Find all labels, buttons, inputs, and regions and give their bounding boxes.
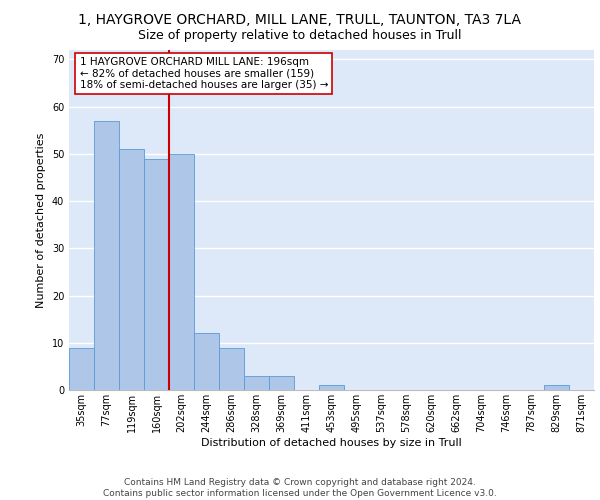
Bar (69, 348, 94, 390)
Text: 1 HAYGROVE ORCHARD MILL LANE: 196sqm
← 82% of detached houses are smaller (159)
: 1 HAYGROVE ORCHARD MILL LANE: 196sqm ← 8… (79, 57, 328, 90)
Bar (194, 334, 219, 390)
Bar (169, 154, 194, 390)
Y-axis label: Number of detached properties: Number of detached properties (36, 132, 46, 308)
Bar (244, 376, 269, 390)
Bar (544, 386, 569, 390)
Text: Size of property relative to detached houses in Trull: Size of property relative to detached ho… (138, 29, 462, 42)
Bar (94, 121, 119, 390)
Text: 1, HAYGROVE ORCHARD, MILL LANE, TRULL, TAUNTON, TA3 7LA: 1, HAYGROVE ORCHARD, MILL LANE, TRULL, T… (79, 12, 521, 26)
Bar (219, 348, 244, 390)
Bar (269, 376, 294, 390)
Bar (319, 386, 344, 390)
Bar (144, 158, 169, 390)
X-axis label: Distribution of detached houses by size in Trull: Distribution of detached houses by size … (201, 438, 462, 448)
Bar (119, 149, 144, 390)
Text: Contains HM Land Registry data © Crown copyright and database right 2024.
Contai: Contains HM Land Registry data © Crown c… (103, 478, 497, 498)
